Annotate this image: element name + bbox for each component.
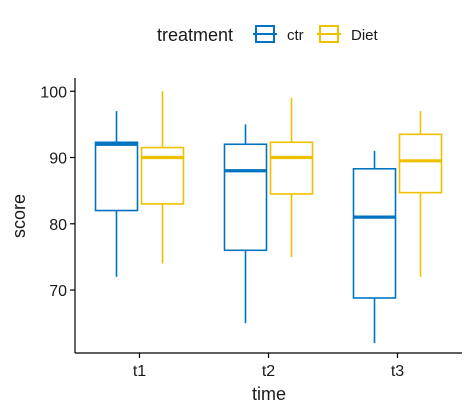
box-ctr-t1 (94, 111, 139, 277)
x-axis-title: time (252, 384, 286, 404)
box-diet-t3 (398, 111, 443, 277)
box-ctr-t2 (223, 124, 268, 324)
y-tick-label: 70 (49, 283, 67, 300)
legend-label-ctr: ctr (287, 27, 304, 44)
x-tick-label: t1 (133, 363, 146, 380)
box-ctr-t3 (352, 150, 397, 344)
y-ticks: 70 80 90 100 (40, 84, 75, 300)
box-iqr (223, 143, 268, 252)
legend-label-diet: Diet (351, 27, 379, 44)
boxes (94, 91, 443, 344)
y-tick-label: 100 (40, 84, 67, 101)
legend: treatment ctr Diet (157, 25, 379, 45)
legend-key-diet (319, 25, 339, 43)
x-tick-label: t3 (391, 363, 404, 380)
y-axis-title: score (9, 194, 29, 238)
legend-item-ctr: ctr (253, 25, 304, 44)
box-iqr (398, 133, 443, 194)
box-iqr (269, 141, 314, 195)
box-iqr (352, 167, 397, 299)
legend-title: treatment (157, 25, 233, 45)
y-tick-label: 80 (49, 217, 67, 234)
box-iqr (94, 141, 139, 212)
y-tick-label: 90 (49, 151, 67, 168)
x-tick-label: t2 (262, 363, 275, 380)
legend-key-ctr (255, 25, 275, 43)
legend-item-diet: Diet (317, 25, 379, 44)
box-diet-t1 (140, 91, 185, 264)
box-diet-t2 (269, 97, 314, 257)
x-ticks: t1 t2 t3 (133, 353, 404, 380)
